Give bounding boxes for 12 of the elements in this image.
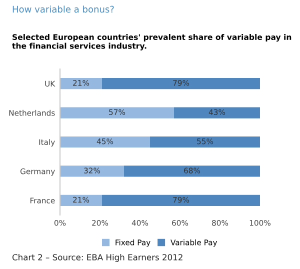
chart-title: How variable a bonus? — [12, 6, 114, 13]
bar — [60, 136, 150, 148]
bar — [124, 166, 260, 177]
bar — [102, 78, 260, 90]
bar — [60, 194, 102, 206]
bar — [60, 166, 124, 177]
caption: Chart 2 – Source: EBA High Earners 2012 — [12, 254, 182, 262]
bar — [60, 107, 174, 118]
bar — [150, 136, 260, 148]
bar — [102, 194, 260, 206]
bar — [174, 107, 260, 118]
bar — [60, 78, 102, 90]
